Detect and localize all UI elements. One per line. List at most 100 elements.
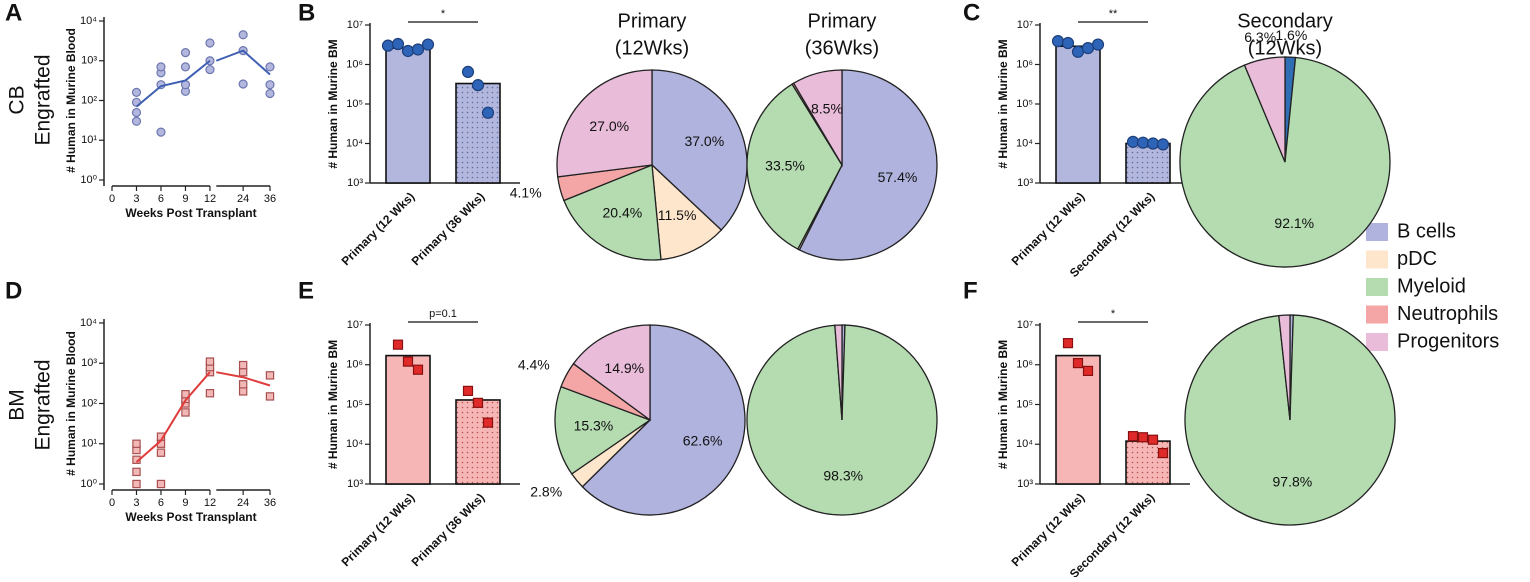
data-point [132, 467, 141, 477]
significance-label: * [441, 8, 446, 20]
data-point [131, 87, 142, 97]
data-point [131, 107, 142, 118]
legend-swatch [1366, 250, 1388, 269]
data-point [205, 38, 215, 48]
y-tick-label: 10³ [347, 177, 363, 189]
y-axis-label: # Human in Murine BM [326, 39, 340, 168]
data-point [1082, 365, 1094, 377]
pie-slice [834, 324, 843, 421]
data-point [401, 44, 415, 58]
mean-line [216, 371, 271, 387]
pie-title: Primary [808, 10, 877, 32]
pie-slice [651, 163, 723, 261]
pie-title: Primary [618, 10, 687, 32]
legend-label: pDC [1397, 248, 1437, 270]
panel-letter: D [5, 277, 22, 304]
y-tick-label: 10⁷ [347, 319, 363, 331]
data-point [1137, 432, 1149, 443]
data-point [238, 79, 248, 89]
data-point [391, 37, 405, 51]
data-point [1051, 35, 1065, 48]
panel-letter: A [5, 0, 22, 26]
y-tick-label: 10³ [347, 478, 363, 490]
y-tick-label: 10⁴ [80, 317, 97, 329]
y-tick-label: 10⁴ [1016, 137, 1033, 149]
data-point [205, 64, 215, 75]
data-point [1157, 447, 1169, 459]
x-tick-label: 9 [182, 497, 188, 509]
pie-label: 57.4% [878, 169, 918, 185]
data-point [1147, 434, 1159, 445]
x-tick-label: Primary (36 Wks) [409, 490, 488, 569]
data-point [1062, 338, 1074, 349]
data-point [482, 417, 494, 428]
pie-slice [572, 324, 651, 422]
data-point [402, 356, 414, 367]
data-point [180, 48, 191, 58]
x-tick-label: Primary (12 Wks) [339, 490, 418, 569]
y-tick-label: 10⁷ [1017, 19, 1033, 31]
legend-swatch [1366, 333, 1388, 351]
bar [1125, 440, 1171, 485]
data-point [265, 62, 275, 72]
y-axis-label: # Human in Murine Blood [64, 28, 78, 173]
data-point [1146, 137, 1160, 150]
legend-label: Myeloid [1397, 275, 1466, 297]
pie-slice [581, 324, 746, 516]
y-tick-label: 10⁶ [346, 359, 363, 371]
x-tick-label: 36 [264, 193, 276, 205]
pie-label: 37.0% [684, 133, 724, 149]
data-point [1127, 431, 1139, 442]
pie-slice [1278, 314, 1291, 421]
pie-label: 62.6% [683, 433, 723, 449]
y-axis-label: # Human in Murine BM [326, 340, 340, 469]
y-axis-label: # Human in Murine BM [996, 39, 1010, 168]
data-point [181, 390, 190, 399]
data-point [156, 448, 166, 457]
y-tick-label: 10² [81, 397, 97, 409]
bar [455, 82, 501, 184]
y-tick-label: 10³ [1017, 177, 1033, 189]
y-tick-label: 10⁶ [1016, 58, 1033, 70]
bar [385, 47, 431, 184]
data-point [1061, 36, 1075, 50]
legend-label: Neutrophils [1397, 303, 1498, 325]
pie-label: 33.5% [765, 158, 805, 174]
data-point [1156, 138, 1170, 151]
data-point [238, 367, 248, 377]
data-point [411, 43, 425, 56]
data-point [1081, 42, 1095, 55]
data-point [132, 479, 141, 489]
data-point [392, 339, 404, 350]
x-tick-label: 12 [204, 497, 216, 509]
data-point [156, 479, 166, 489]
data-point [238, 380, 248, 389]
x-tick-label: 3 [133, 497, 139, 509]
data-point [181, 408, 190, 417]
data-point [265, 80, 275, 90]
x-tick-label: 24 [237, 193, 249, 205]
y-tick-label: 10⁵ [346, 98, 363, 110]
significance-label: ** [1109, 8, 1118, 20]
y-tick-label: 10⁴ [346, 137, 363, 149]
pie-slice [1179, 56, 1391, 268]
y-tick-label: 10⁷ [1017, 319, 1033, 331]
data-point [238, 387, 248, 396]
data-point [156, 62, 166, 72]
data-point [381, 39, 395, 52]
y-tick-label: 10⁷ [347, 19, 363, 31]
data-point [421, 38, 435, 51]
y-tick-label: 10⁶ [1016, 359, 1033, 371]
data-point [472, 397, 484, 408]
row-label: CB [6, 85, 29, 114]
data-point [205, 389, 215, 398]
data-point [238, 30, 248, 40]
data-point [265, 392, 275, 401]
legend-swatch [1366, 278, 1388, 296]
significance-label: * [1111, 308, 1116, 320]
bar [1055, 45, 1101, 184]
x-axis-label: Weeks Post Transplant [125, 206, 256, 220]
y-tick-label: 10³ [1017, 478, 1033, 490]
y-tick-label: 10³ [81, 55, 97, 67]
x-tick-label: 12 [204, 193, 216, 205]
